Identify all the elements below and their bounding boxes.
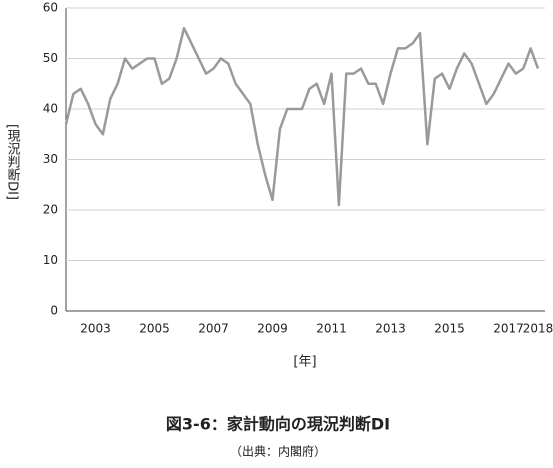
y-tick-label: 60 <box>43 1 58 15</box>
y-axis-label: [現況判断DI] <box>5 124 21 200</box>
x-tick-label: 2015 <box>434 322 465 336</box>
y-tick-label: 50 <box>43 51 58 65</box>
x-tick-label: 2011 <box>316 322 347 336</box>
y-tick-label: 30 <box>43 152 58 166</box>
x-tick-label: 2009 <box>257 322 288 336</box>
x-tick-label: 2007 <box>198 322 229 336</box>
x-tick-label: 2013 <box>375 322 406 336</box>
y-tick-label: 10 <box>43 253 58 267</box>
x-axis-label: [年] <box>293 355 316 370</box>
x-tick-label: 2005 <box>139 322 170 336</box>
x-tick-label: 2017 <box>493 322 524 336</box>
y-tick-label: 0 <box>50 304 58 318</box>
y-tick-label: 40 <box>43 102 58 116</box>
data-line <box>64 26 540 207</box>
chart-subtitle: （出典：内閣府） <box>230 444 326 459</box>
y-tick-label: 20 <box>43 203 58 217</box>
x-tick-label: 2018 <box>523 322 553 336</box>
x-tick-label: 2003 <box>80 322 111 336</box>
chart-title: 図3-6：家計動向の現況判断DI <box>166 415 390 434</box>
